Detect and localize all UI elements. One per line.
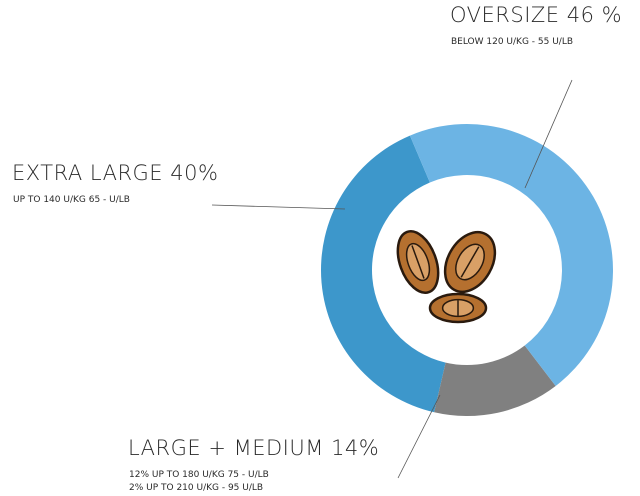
value-label: 14% (331, 436, 379, 460)
slice-description: BELOW 120 U/KG - 55 U/LB (451, 37, 573, 47)
category-name: EXTRA LARGE (12, 161, 163, 185)
value-label: 46 % (567, 3, 622, 27)
leader-line (524, 79, 573, 189)
slice-description: 2% UP TO 210 U/KG - 95 U/LB (129, 483, 263, 493)
leader-lines (211, 79, 573, 479)
slice-description: UP TO 140 U/KG 65 - U/LB (13, 195, 130, 205)
leader-line (397, 394, 441, 479)
pecan-ridge (411, 245, 425, 279)
wedge (321, 135, 446, 413)
slice-label: EXTRA LARGE 40% (12, 161, 218, 185)
slice-description: 12% UP TO 180 U/KG 75 - U/LB (129, 470, 269, 480)
wedge (434, 345, 556, 416)
pecan-ridge (460, 246, 480, 278)
category-name: OVERSIZE (450, 3, 560, 27)
wedge (409, 124, 613, 386)
leader-line (211, 204, 346, 210)
slice-label: LARGE + MEDIUM 14% (128, 436, 379, 460)
category-name: LARGE + MEDIUM (128, 436, 324, 460)
value-label: 40% (170, 161, 218, 185)
pecan-icon (396, 230, 497, 324)
slice-label: OVERSIZE 46 % (450, 3, 622, 27)
